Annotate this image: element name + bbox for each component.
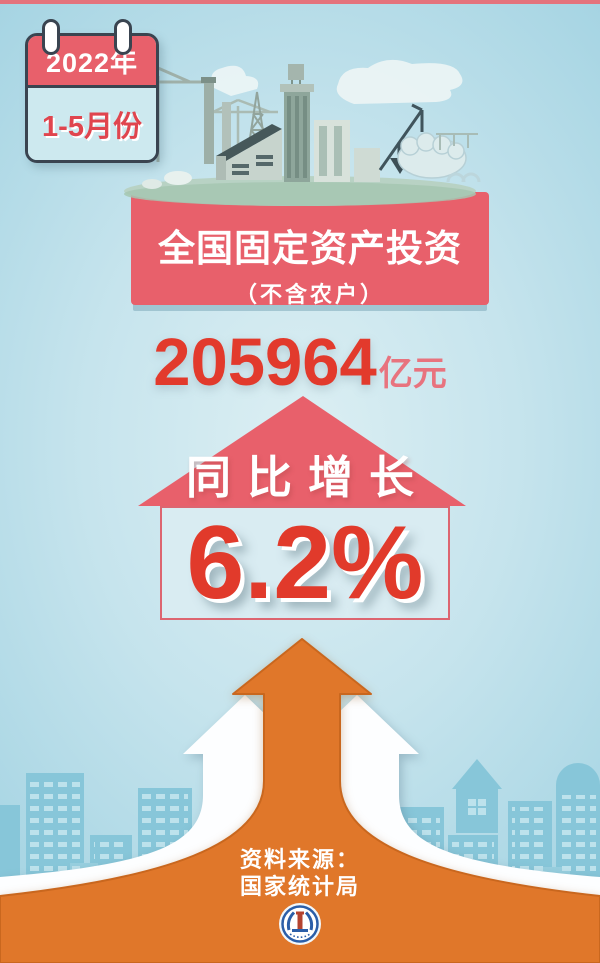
data-source-line1: 资料来源：	[239, 847, 360, 872]
amount-value: 205964	[153, 325, 377, 400]
statistics-bureau-logo-icon	[279, 903, 321, 945]
data-source-line2: 国家统计局	[239, 874, 360, 899]
poster-subtitle: （不含农户）	[234, 282, 385, 307]
calendar-header: 2022年	[28, 36, 156, 88]
amount-unit: 亿元	[378, 355, 447, 393]
calendar-ring-icon	[42, 19, 60, 55]
growth-value: 6.2%	[186, 505, 424, 621]
orange-arrow-center	[0, 638, 600, 963]
calendar-body: 1-5月份	[28, 88, 156, 160]
calendar-badge: 2022年 1-5月份	[25, 33, 159, 163]
house-roof-shape	[138, 396, 466, 506]
calendar-period-label: 1-5月份	[42, 111, 142, 143]
title-banner: 全国固定资产投资 （不含农户）	[131, 192, 489, 307]
calendar-ring-icon	[114, 19, 132, 55]
growth-arrows-icon	[0, 638, 600, 963]
investment-amount: 205964亿元	[0, 324, 600, 401]
growth-label: 同比增长	[185, 452, 430, 503]
data-source: 资料来源： 国家统计局	[0, 846, 600, 900]
growth-value-box: 6.2%	[160, 506, 450, 620]
poster-title: 全国固定资产投资	[158, 228, 462, 269]
top-red-strip	[0, 0, 600, 4]
factory-illustration-icon	[124, 59, 481, 206]
